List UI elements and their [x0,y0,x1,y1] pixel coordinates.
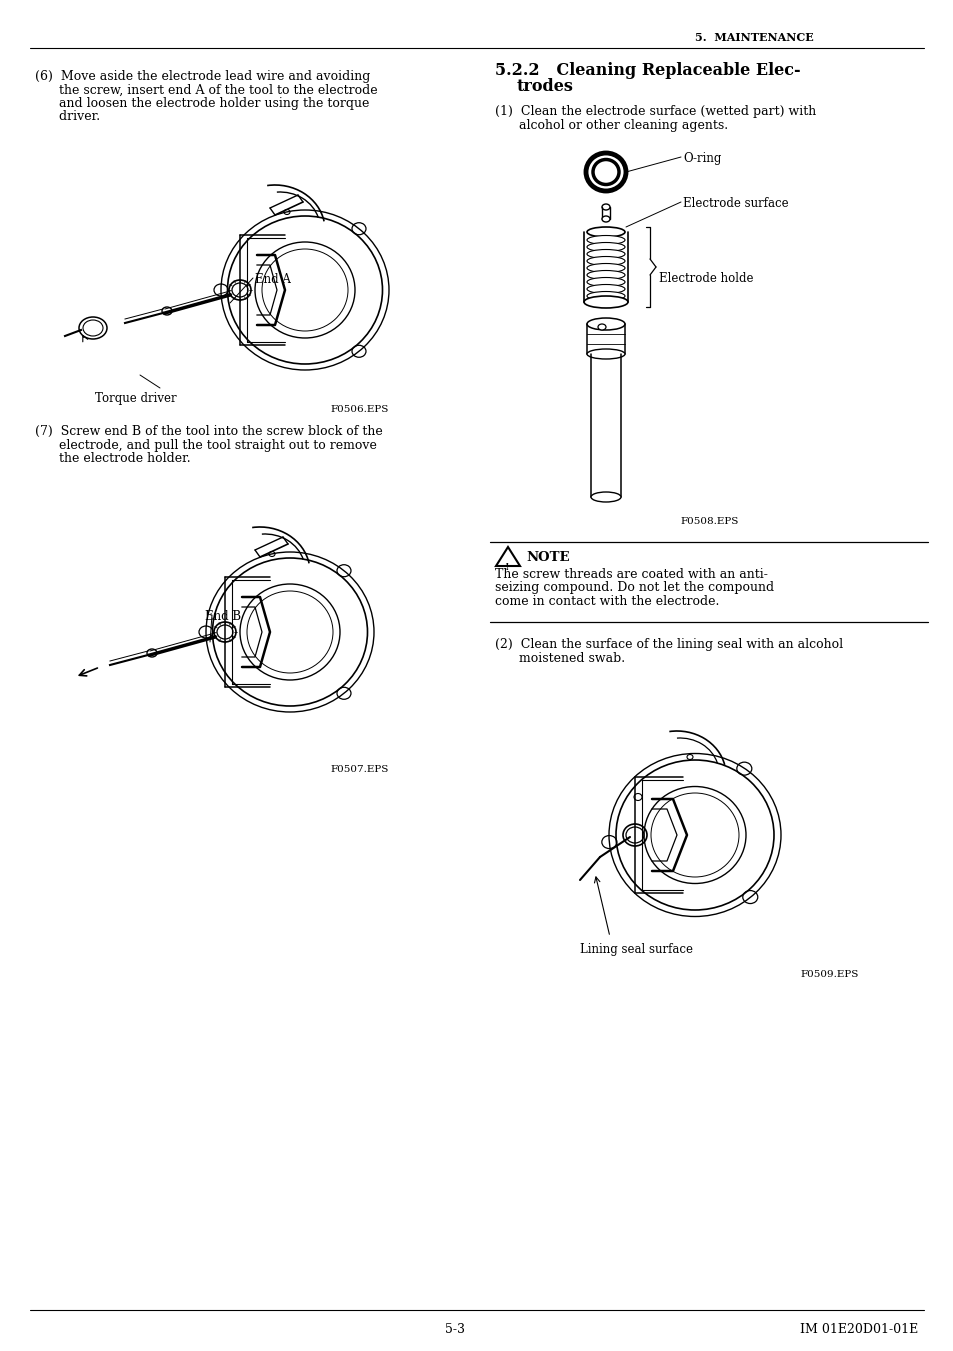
Ellipse shape [586,270,624,280]
Text: F0506.EPS: F0506.EPS [330,405,388,413]
Text: 5.  MAINTENANCE: 5. MAINTENANCE [695,32,813,43]
Text: End B: End B [205,611,241,623]
Ellipse shape [586,292,624,300]
Ellipse shape [586,250,624,258]
Ellipse shape [583,296,627,308]
Ellipse shape [601,204,609,209]
Text: F0507.EPS: F0507.EPS [330,765,388,774]
Text: IM 01E20D01-01E: IM 01E20D01-01E [800,1323,918,1336]
Text: driver.: driver. [35,111,100,123]
Text: trodes: trodes [517,78,574,95]
Ellipse shape [586,263,624,273]
Ellipse shape [590,492,620,503]
Ellipse shape [586,317,624,330]
Ellipse shape [593,159,618,185]
Text: F0508.EPS: F0508.EPS [679,517,738,526]
Text: 5-3: 5-3 [444,1323,464,1336]
Ellipse shape [598,324,605,330]
Text: seizing compound. Do not let the compound: seizing compound. Do not let the compoun… [495,581,773,594]
Ellipse shape [586,227,624,236]
Text: Torque driver: Torque driver [95,392,176,405]
Text: (2)  Clean the surface of the lining seal with an alcohol: (2) Clean the surface of the lining seal… [495,638,842,651]
Text: 5.2.2   Cleaning Replaceable Elec-: 5.2.2 Cleaning Replaceable Elec- [495,62,800,78]
Text: The screw threads are coated with an anti-: The screw threads are coated with an ant… [495,567,767,581]
Ellipse shape [586,257,624,266]
Text: (6)  Move aside the electrode lead wire and avoiding: (6) Move aside the electrode lead wire a… [35,70,370,82]
Text: (7)  Screw end B of the tool into the screw block of the: (7) Screw end B of the tool into the scr… [35,426,382,438]
Text: F0509.EPS: F0509.EPS [800,970,858,979]
Ellipse shape [601,216,609,222]
Ellipse shape [586,277,624,286]
Text: the electrode holder.: the electrode holder. [35,453,191,465]
Text: End A: End A [254,273,291,286]
Text: Electrode surface: Electrode surface [682,197,788,209]
Text: alcohol or other cleaning agents.: alcohol or other cleaning agents. [495,119,727,131]
Text: electrode, and pull the tool straight out to remove: electrode, and pull the tool straight ou… [35,439,376,451]
Ellipse shape [586,242,624,251]
Text: NOTE: NOTE [525,551,569,563]
Text: Electrode holde: Electrode holde [659,272,753,285]
Ellipse shape [586,285,624,293]
Ellipse shape [586,349,624,359]
Text: (1)  Clean the electrode surface (wetted part) with: (1) Clean the electrode surface (wetted … [495,105,816,118]
Text: O-ring: O-ring [682,153,720,165]
Text: Lining seal surface: Lining seal surface [579,943,692,957]
Text: and loosen the electrode holder using the torque: and loosen the electrode holder using th… [35,97,369,109]
Text: moistened swab.: moistened swab. [495,651,624,665]
Text: come in contact with the electrode.: come in contact with the electrode. [495,594,719,608]
Ellipse shape [586,235,624,245]
Text: the screw, insert end A of the tool to the electrode: the screw, insert end A of the tool to t… [35,84,377,96]
Text: !: ! [504,563,509,571]
